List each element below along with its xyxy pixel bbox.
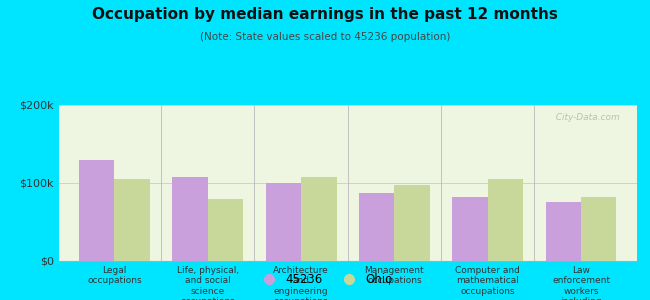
Bar <box>545 202 581 261</box>
Bar <box>452 197 488 261</box>
Bar <box>488 179 523 261</box>
Text: (Note: State values scaled to 45236 population): (Note: State values scaled to 45236 popu… <box>200 32 450 41</box>
Text: Occupation by median earnings in the past 12 months: Occupation by median earnings in the pas… <box>92 8 558 22</box>
Legend: 45236, Ohio: 45236, Ohio <box>253 269 397 291</box>
Bar <box>208 199 243 261</box>
Bar <box>114 179 150 261</box>
Bar <box>301 177 337 261</box>
Bar <box>172 177 208 261</box>
Bar <box>581 197 616 261</box>
Text: City-Data.com: City-Data.com <box>550 113 619 122</box>
Bar <box>395 185 430 261</box>
Bar <box>359 193 395 261</box>
Bar <box>266 183 301 261</box>
Bar <box>79 160 114 261</box>
